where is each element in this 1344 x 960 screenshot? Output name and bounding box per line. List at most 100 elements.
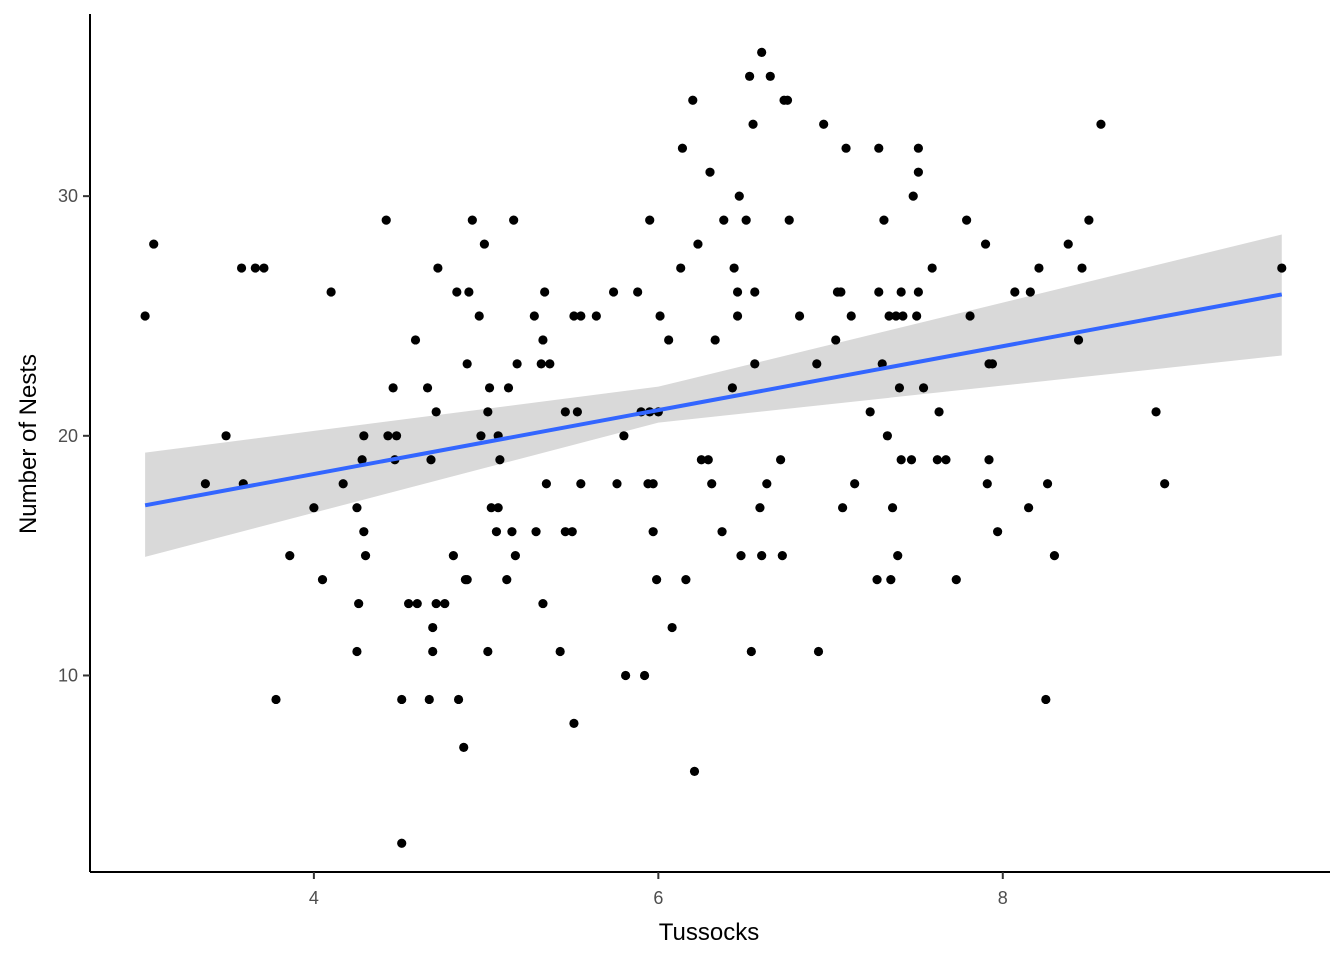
data-point [648, 479, 658, 489]
data-point [545, 359, 555, 369]
data-point [874, 143, 884, 153]
data-point [1084, 215, 1094, 225]
data-point [357, 455, 367, 465]
data-point [838, 503, 848, 513]
data-point [693, 239, 703, 249]
data-point [846, 311, 856, 321]
data-point [748, 119, 758, 129]
data-point [250, 263, 260, 273]
data-point [359, 527, 369, 537]
data-point [912, 311, 922, 321]
data-point [750, 359, 760, 369]
data-point [819, 119, 829, 129]
data-point [689, 766, 700, 776]
data-point [1096, 119, 1106, 129]
data-point [149, 239, 159, 249]
data-point [317, 575, 328, 585]
data-point [221, 431, 231, 441]
data-point [776, 455, 786, 465]
data-point [476, 431, 486, 441]
data-point [200, 479, 210, 489]
data-point [397, 694, 407, 705]
data-point [424, 694, 434, 705]
data-point [681, 575, 691, 585]
data-point [560, 527, 570, 537]
data-point [734, 191, 744, 201]
data-point [338, 479, 348, 489]
data-point [493, 503, 503, 513]
data-point [1025, 287, 1035, 297]
data-point [479, 239, 489, 249]
data-point [433, 263, 443, 273]
data-point [608, 287, 619, 297]
data-point [1077, 263, 1087, 273]
data-point [612, 479, 622, 489]
data-point [495, 455, 505, 465]
data-point [896, 455, 906, 465]
data-point [383, 431, 393, 441]
data-point [841, 143, 851, 153]
confidence-band [145, 234, 1282, 557]
data-point [962, 215, 972, 225]
data-point [462, 359, 472, 369]
data-point [621, 670, 631, 681]
data-point [1042, 479, 1053, 489]
data-point [982, 479, 992, 489]
data-point [271, 694, 281, 705]
data-point [932, 455, 942, 465]
data-point [381, 215, 391, 225]
data-point [1160, 479, 1170, 489]
data-point [360, 551, 371, 561]
data-point [502, 575, 512, 585]
data-point [503, 383, 514, 393]
data-point [1277, 263, 1287, 273]
data-point [431, 598, 441, 609]
data-point [886, 575, 896, 585]
data-point [664, 335, 674, 345]
axes-layer: 4 6 8 10 20 30 [58, 14, 1330, 908]
data-point [619, 431, 629, 441]
data-point [410, 335, 421, 345]
data-point [782, 95, 793, 105]
data-point [572, 407, 582, 417]
trend-line [144, 292, 1283, 508]
data-point [893, 551, 903, 561]
data-point [865, 407, 875, 417]
data-point [569, 718, 579, 729]
data-point [567, 527, 577, 537]
data-point [980, 239, 991, 249]
data-point [422, 383, 433, 393]
data-point [452, 287, 462, 297]
data-point [913, 167, 923, 177]
data-point [639, 670, 650, 681]
data-point [467, 215, 477, 225]
data-point [874, 287, 884, 297]
data-point [236, 263, 247, 273]
data-point [1010, 287, 1020, 297]
data-point [591, 311, 601, 321]
data-point [736, 551, 746, 561]
data-point [391, 431, 402, 441]
data-point [428, 646, 438, 657]
data-point [898, 311, 908, 321]
data-point [1024, 503, 1034, 513]
data-point [645, 215, 655, 225]
confidence-band-layer [145, 234, 1282, 557]
data-point [850, 479, 860, 489]
data-point [934, 407, 944, 417]
data-point [352, 503, 362, 513]
data-point [703, 455, 713, 465]
data-point [259, 263, 269, 273]
data-point [655, 311, 665, 321]
data-point [765, 71, 775, 81]
data-point [459, 742, 469, 752]
data-point [354, 598, 364, 609]
data-point [483, 407, 493, 417]
data-point [879, 215, 889, 225]
data-point [908, 191, 918, 201]
data-point [746, 646, 756, 657]
data-point [388, 383, 398, 393]
data-point [757, 47, 767, 57]
